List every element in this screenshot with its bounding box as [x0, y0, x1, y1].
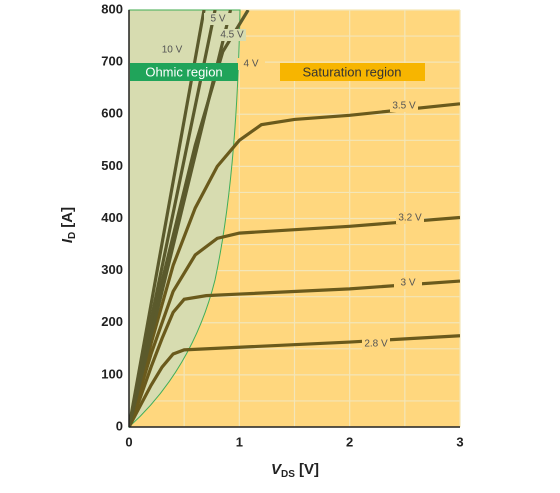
y-tick-label: 100	[101, 366, 123, 381]
curve-label: 3.2 V	[398, 213, 422, 224]
x-axis-title: VDS [V]	[271, 461, 319, 480]
curve-label-bg	[158, 44, 186, 56]
curve-label: 5 V	[210, 14, 225, 25]
saturation-label: Saturation region	[302, 64, 401, 79]
y-tick-label: 700	[101, 54, 123, 69]
curve-label-bg	[237, 58, 265, 70]
y-title-unit: [A]	[59, 207, 76, 228]
curve	[129, 102, 460, 427]
y-tick-label: 400	[101, 210, 123, 225]
y-axis-title: ID [A]	[59, 207, 78, 243]
curve-label: 10 V	[162, 45, 183, 56]
ohmic-box	[130, 63, 238, 81]
y-title-main: I	[59, 238, 76, 243]
y-tick-label: 500	[101, 158, 123, 173]
saturation-box	[280, 63, 425, 81]
curve-label-bg	[390, 100, 418, 112]
curve	[129, 215, 460, 427]
y-tick-label: 300	[101, 262, 123, 277]
x-title-main: V	[271, 461, 283, 478]
curve	[129, 279, 460, 427]
x-tick-label: 1	[236, 434, 243, 449]
x-title-unit: [V]	[299, 461, 319, 478]
y-title-sub: D	[67, 232, 78, 239]
curve-label: 2.8 V	[364, 339, 388, 350]
curve-label-bg	[218, 29, 246, 41]
curve-label-bg	[394, 277, 422, 289]
y-tick-label: 200	[101, 314, 123, 329]
y-tick-label: 800	[101, 1, 123, 16]
curve	[129, 334, 460, 427]
curve-label: 3 V	[400, 278, 415, 289]
y-tick-label: 0	[116, 418, 123, 433]
curve-label: 4.5 V	[220, 30, 244, 41]
curve-label: 4 V	[243, 59, 258, 70]
x-tick-label: 3	[456, 434, 463, 449]
curve-label-bg	[362, 338, 390, 350]
ohmic-label: Ohmic region	[145, 64, 222, 79]
x-title-sub: DS	[281, 469, 295, 480]
x-tick-label: 2	[346, 434, 353, 449]
curve-label-bg	[396, 212, 424, 224]
x-tick-label: 0	[125, 434, 132, 449]
curve-label-bg	[204, 13, 232, 25]
y-tick-label: 600	[101, 106, 123, 121]
curve-label: 3.5 V	[392, 101, 416, 112]
